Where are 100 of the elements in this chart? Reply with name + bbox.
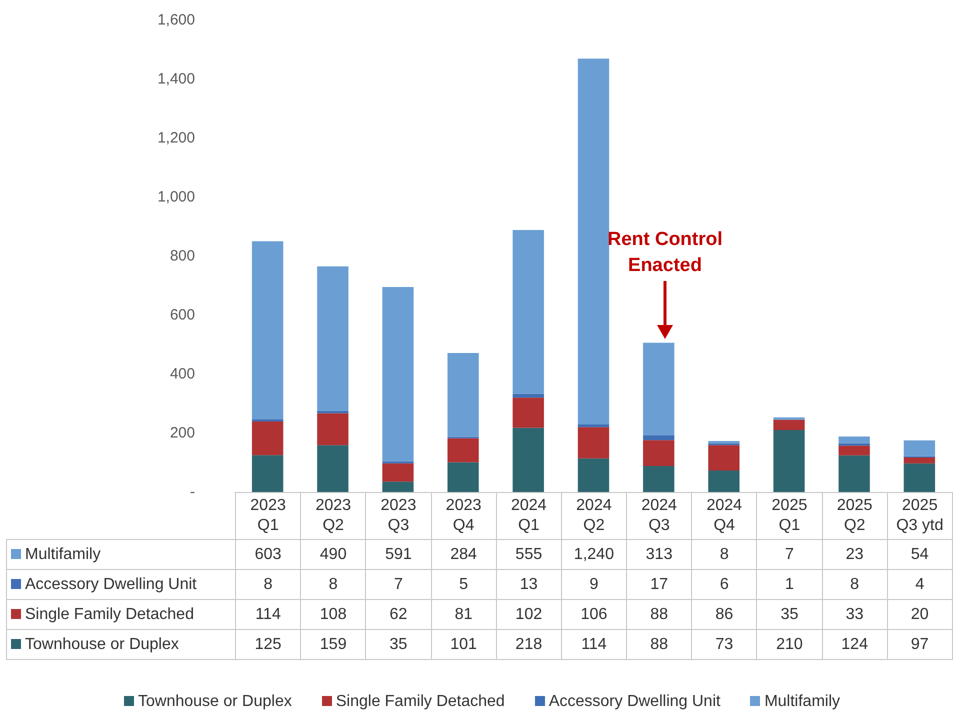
data-label: 17 [626, 570, 692, 600]
y-tick-label: 200 [170, 424, 195, 442]
bar [317, 266, 348, 411]
bar [447, 438, 479, 462]
data-label: 35 [756, 600, 822, 630]
data-label: 8 [822, 570, 888, 600]
x-tick-label: 2023 Q2 [300, 492, 366, 540]
data-label: 159 [300, 630, 366, 660]
bar [708, 445, 740, 470]
bar [578, 458, 610, 492]
data-label: 9 [561, 570, 627, 600]
data-label: 114 [236, 600, 301, 630]
bar [512, 394, 544, 398]
bar [773, 420, 805, 430]
legend-label: Multifamily [6, 540, 236, 570]
bar [317, 445, 348, 492]
bar [578, 424, 610, 428]
data-label: 284 [431, 540, 496, 570]
bar [838, 446, 870, 456]
bar [904, 463, 936, 492]
bar [904, 440, 936, 456]
bar [643, 342, 674, 436]
data-label: 8 [692, 540, 757, 570]
data-label: 555 [496, 540, 562, 570]
bar [838, 436, 870, 444]
x-tick-label: 2024 Q3 [626, 492, 692, 540]
data-label: 7 [756, 540, 822, 570]
bar [643, 466, 674, 492]
y-tick-label: 600 [170, 306, 195, 324]
y-tick-label: 1,600 [157, 12, 195, 28]
y-tick-label: 1,200 [157, 130, 195, 146]
bar [512, 230, 544, 394]
bar [382, 482, 414, 492]
bar [512, 398, 544, 428]
data-label: 106 [561, 600, 627, 630]
x-tick-label: 2023 Q1 [236, 492, 301, 540]
y-tick-label: - [190, 484, 195, 500]
data-label: 591 [366, 540, 432, 570]
bar [447, 353, 479, 437]
data-label: 54 [887, 540, 952, 570]
data-label: 4 [887, 570, 952, 600]
data-label: 210 [756, 630, 822, 660]
data-label: 86 [692, 600, 757, 630]
y-tick-label: 1,000 [157, 188, 195, 206]
data-label: 73 [692, 630, 757, 660]
text: Single Family Detached [336, 693, 505, 710]
x-tick-label: 2024 Q4 [692, 492, 757, 540]
data-label: 108 [300, 600, 366, 630]
data-label: 62 [366, 600, 432, 630]
x-tick-label: 2025 Q1 [756, 492, 822, 540]
bar [643, 440, 674, 466]
data-label: 20 [887, 600, 952, 630]
data-label: 35 [366, 630, 432, 660]
data-label: 97 [887, 630, 952, 660]
bar [317, 413, 348, 446]
legend-label: Single Family Detached [6, 600, 236, 630]
data-label: 88 [626, 600, 692, 630]
bar [382, 286, 414, 462]
x-tick-label: 2025 Q3 ytd [887, 492, 952, 540]
legend-label: Accessory Dwelling Unit [6, 570, 236, 600]
bar [838, 455, 870, 492]
y-tick-label: 800 [170, 248, 195, 264]
data-label: 81 [431, 600, 496, 630]
x-tick-label: 2023 Q3 [366, 492, 432, 540]
data-label: 102 [496, 600, 562, 630]
bar [252, 421, 284, 456]
data-label: 101 [431, 630, 496, 660]
data-label: 8 [236, 570, 301, 600]
x-tick-label: 2025 Q2 [822, 492, 888, 540]
bar [773, 430, 805, 492]
bar [447, 462, 479, 492]
data-label: 490 [300, 540, 366, 570]
data-label: 218 [496, 630, 562, 660]
data-label: 313 [626, 540, 692, 570]
data-label: 125 [236, 630, 301, 660]
data-label: 603 [236, 540, 301, 570]
data-label: 1 [756, 570, 822, 600]
bar [643, 435, 674, 440]
bar [578, 427, 610, 458]
bar [252, 241, 284, 420]
data-label: 8 [300, 570, 366, 600]
data-label: 114 [561, 630, 627, 660]
data-label: 88 [626, 630, 692, 660]
bar [512, 428, 544, 492]
text: Multifamily [764, 693, 840, 710]
bar [578, 58, 610, 424]
legend-label: Townhouse or Duplex [6, 630, 236, 660]
y-tick-label: 400 [170, 366, 195, 382]
y-tick-label: 1,400 [157, 70, 195, 88]
bar [708, 440, 740, 444]
bar [382, 463, 414, 482]
data-label: 7 [366, 570, 432, 600]
data-label: 33 [822, 600, 888, 630]
data-label: 23 [822, 540, 888, 570]
data-label: 5 [431, 570, 496, 600]
data-label: 124 [822, 630, 888, 660]
data-label: 13 [496, 570, 562, 600]
x-tick-label: 2024 Q2 [561, 492, 627, 540]
bar [252, 455, 284, 492]
data-label: 6 [692, 570, 757, 600]
